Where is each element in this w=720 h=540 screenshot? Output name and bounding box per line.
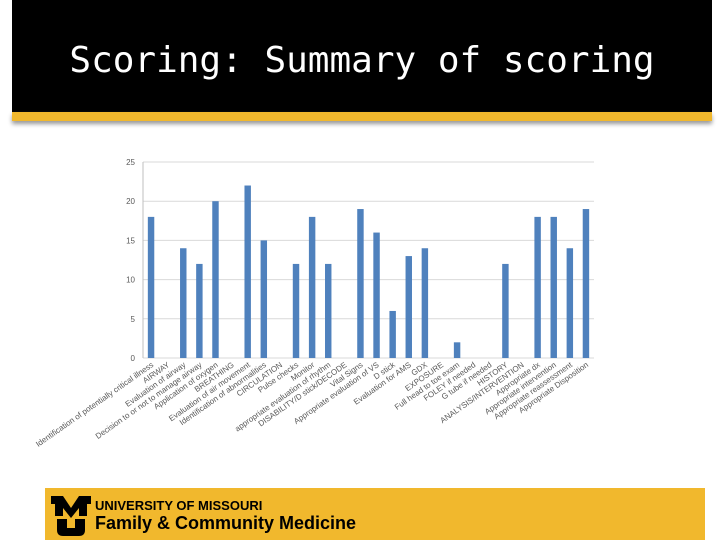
bar (453, 342, 461, 358)
title-rule (12, 112, 712, 121)
bar (534, 216, 541, 358)
y-tick-label: 5 (131, 315, 136, 324)
y-tick-label: 25 (126, 158, 135, 167)
bar (389, 310, 396, 358)
logo (51, 496, 91, 536)
bar (292, 263, 300, 358)
bar (566, 248, 574, 358)
bar (502, 263, 509, 358)
bar (260, 240, 268, 358)
bar (357, 209, 364, 358)
bar (244, 185, 251, 358)
footer: UNIVERSITY OF MISSOURI Family & Communit… (45, 488, 705, 540)
bar (308, 216, 316, 358)
bar (212, 201, 219, 358)
bar (550, 216, 557, 358)
bar (582, 209, 590, 358)
y-tick-label: 0 (131, 354, 136, 363)
bar (147, 216, 155, 358)
bar (196, 263, 203, 358)
y-tick-label: 15 (126, 236, 135, 245)
footer-org: UNIVERSITY OF MISSOURI (95, 498, 263, 513)
bar (180, 248, 187, 358)
footer-dept: Family & Community Medicine (95, 513, 357, 533)
bar (325, 263, 332, 358)
bar (405, 256, 412, 358)
bar (421, 248, 429, 358)
y-tick-label: 10 (126, 276, 135, 285)
y-tick-label: 20 (126, 197, 135, 206)
title-band: Scoring: Summary of scoring (12, 0, 712, 112)
slide-title: Scoring: Summary of scoring (69, 40, 655, 81)
bar (373, 232, 380, 358)
